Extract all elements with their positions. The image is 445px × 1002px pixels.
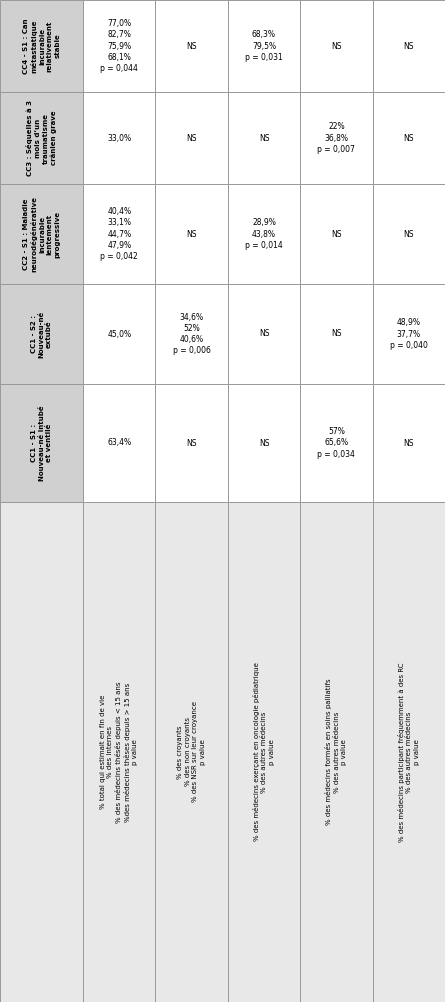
Bar	[155, 92, 228, 184]
Bar	[155, 384, 228, 502]
Bar	[83, 284, 155, 384]
Bar	[155, 184, 228, 284]
Bar	[228, 0, 300, 92]
Text: 33,0%: 33,0%	[107, 133, 131, 142]
Text: % des médecins participant fréquemment à des RC
% des autres médecins
p value: % des médecins participant fréquemment à…	[398, 662, 420, 842]
Text: 77,0%
82,7%
75,9%
68,1%
p = 0,044: 77,0% 82,7% 75,9% 68,1% p = 0,044	[100, 19, 138, 73]
Text: 28,9%
43,8%
p = 0,014: 28,9% 43,8% p = 0,014	[245, 218, 283, 249]
Text: 34,6%
52%
40,6%
p = 0,006: 34,6% 52% 40,6% p = 0,006	[173, 313, 210, 355]
Bar	[372, 184, 445, 284]
Text: % des médecins formés en soins palliatifs
% des autres médecins
p value: % des médecins formés en soins palliatif…	[325, 678, 348, 826]
Text: % des médecins exerçant en oncologie pédiatrique
% des autres médecins
p value: % des médecins exerçant en oncologie péd…	[253, 662, 275, 842]
Text: CC1 - S1 :
Nouveau-né intubé
et ventilé: CC1 - S1 : Nouveau-né intubé et ventilé	[31, 405, 52, 481]
Text: NS: NS	[404, 133, 414, 142]
Bar	[0, 384, 83, 502]
Bar	[155, 284, 228, 384]
Text: NS: NS	[404, 439, 414, 448]
Text: % des croyants
% des non croyants
% des NSR sur leur croyance
p value: % des croyants % des non croyants % des …	[178, 701, 206, 803]
Text: NS: NS	[331, 229, 342, 238]
Bar	[300, 92, 372, 184]
Bar	[83, 384, 155, 502]
Bar	[372, 0, 445, 92]
Text: 22%
36,8%
p = 0,007: 22% 36,8% p = 0,007	[317, 122, 356, 153]
Text: CC3 : Séquelles à 3
mois d’un
traumatisme
crânien grave: CC3 : Séquelles à 3 mois d’un traumatism…	[26, 100, 57, 176]
Text: CC2 - S1 : Maladie
neurodégénérative
incurable
lentement
progressive: CC2 - S1 : Maladie neurodégénérative inc…	[23, 196, 60, 272]
Text: 40,4%
33,1%
44,7%
47,9%
p = 0,042: 40,4% 33,1% 44,7% 47,9% p = 0,042	[100, 207, 138, 261]
Text: 68,3%
79,5%
p = 0,031: 68,3% 79,5% p = 0,031	[245, 30, 283, 61]
Bar	[0, 0, 83, 92]
Bar	[228, 184, 300, 284]
Text: NS: NS	[186, 41, 197, 50]
Text: 63,4%: 63,4%	[107, 439, 131, 448]
Bar	[372, 384, 445, 502]
Bar	[83, 502, 155, 1002]
Text: CC4 - S1 : Can
métastatique
incurable
relativement
stable: CC4 - S1 : Can métastatique incurable re…	[23, 18, 60, 74]
Bar	[372, 502, 445, 1002]
Text: NS: NS	[186, 133, 197, 142]
Bar	[83, 0, 155, 92]
Bar	[228, 284, 300, 384]
Text: 57%
65,6%
p = 0,034: 57% 65,6% p = 0,034	[317, 428, 356, 459]
Text: NS: NS	[259, 439, 269, 448]
Text: 45,0%: 45,0%	[107, 330, 131, 339]
Bar	[228, 384, 300, 502]
Bar	[0, 502, 83, 1002]
Bar	[83, 184, 155, 284]
Bar	[0, 284, 83, 384]
Bar	[300, 184, 372, 284]
Bar	[300, 0, 372, 92]
Bar	[228, 502, 300, 1002]
Bar	[155, 0, 228, 92]
Text: NS: NS	[259, 133, 269, 142]
Text: CC1 - S2 :
Nouveau-né
extubé: CC1 - S2 : Nouveau-né extubé	[31, 311, 52, 358]
Text: NS: NS	[404, 229, 414, 238]
Text: % total qui estimait en fin de vie
% des internes
% des médecins thésés depuis <: % total qui estimait en fin de vie % des…	[100, 681, 138, 823]
Bar	[300, 284, 372, 384]
Bar	[300, 384, 372, 502]
Text: NS: NS	[186, 229, 197, 238]
Bar	[300, 502, 372, 1002]
Bar	[0, 92, 83, 184]
Text: NS: NS	[259, 330, 269, 339]
Text: NS: NS	[404, 41, 414, 50]
Bar	[0, 184, 83, 284]
Bar	[83, 92, 155, 184]
Text: 48,9%
37,7%
p = 0,040: 48,9% 37,7% p = 0,040	[390, 319, 428, 350]
Bar	[372, 284, 445, 384]
Text: NS: NS	[331, 330, 342, 339]
Bar	[155, 502, 228, 1002]
Text: NS: NS	[186, 439, 197, 448]
Bar	[228, 92, 300, 184]
Bar	[372, 92, 445, 184]
Text: NS: NS	[331, 41, 342, 50]
